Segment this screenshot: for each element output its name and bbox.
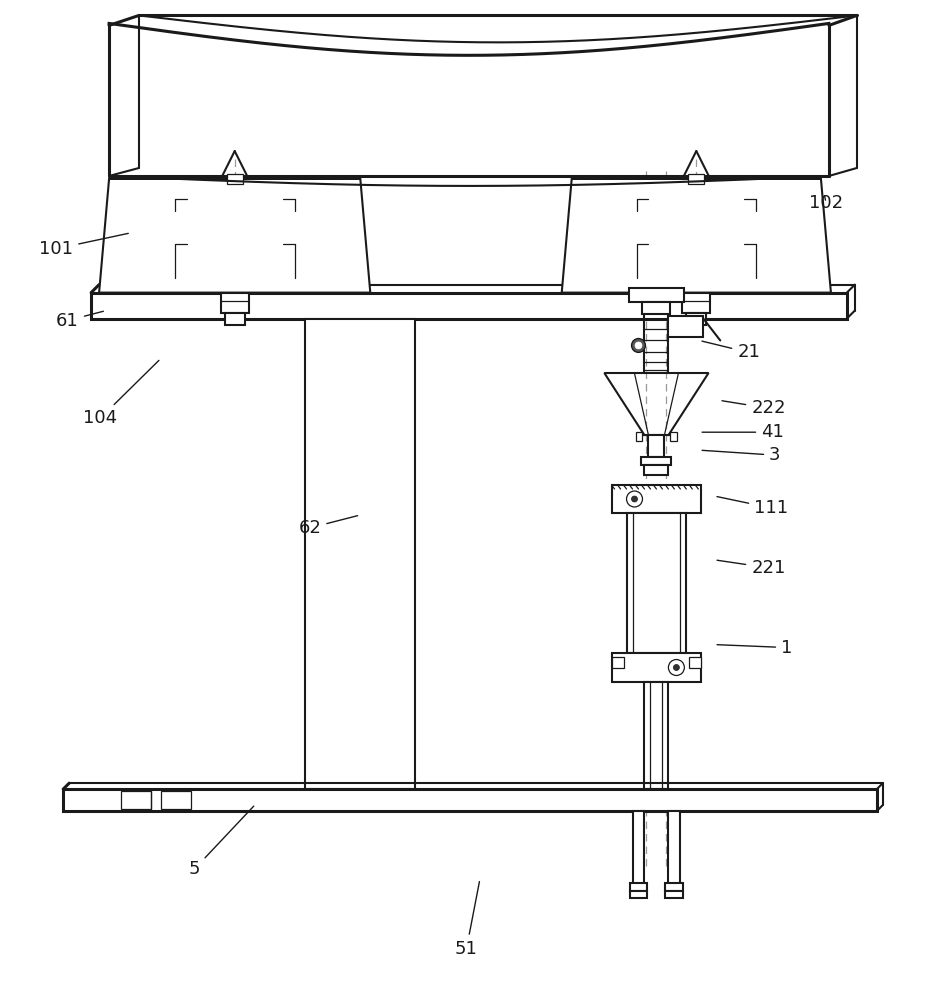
Bar [636, 432, 643, 441]
Bar [225, 313, 245, 325]
Bar [688, 174, 704, 184]
Bar [648, 435, 664, 457]
Bar [642, 457, 672, 465]
Bar [628, 288, 685, 302]
Text: 3: 3 [702, 446, 780, 464]
Text: 101: 101 [39, 233, 129, 258]
Bar [644, 465, 669, 475]
Bar [227, 174, 243, 184]
Circle shape [673, 665, 679, 670]
Bar [91, 293, 847, 319]
Text: 5: 5 [189, 806, 253, 878]
Bar [682, 293, 710, 313]
Bar [632, 811, 644, 891]
Polygon shape [99, 179, 371, 293]
Bar [629, 883, 647, 891]
Bar [669, 316, 704, 337]
Bar [612, 653, 702, 682]
Bar [643, 302, 671, 314]
Text: 102: 102 [809, 194, 843, 212]
Bar [671, 432, 677, 441]
Text: 221: 221 [717, 559, 785, 577]
Bar [121, 791, 151, 809]
Bar [612, 657, 624, 668]
Circle shape [631, 338, 645, 352]
Bar [306, 319, 416, 789]
Bar [63, 789, 877, 811]
Circle shape [669, 660, 685, 675]
Bar [629, 891, 647, 898]
Bar [612, 485, 702, 513]
Polygon shape [562, 179, 831, 293]
Bar [669, 811, 680, 891]
Bar [665, 891, 684, 898]
Circle shape [627, 491, 643, 507]
Text: 111: 111 [717, 497, 788, 517]
Text: 41: 41 [703, 423, 784, 441]
Circle shape [631, 496, 638, 502]
Bar [665, 883, 684, 891]
Text: 61: 61 [56, 311, 103, 330]
Bar [220, 293, 249, 313]
Bar [161, 791, 190, 809]
Bar [644, 682, 669, 789]
Text: 222: 222 [722, 399, 786, 417]
Circle shape [635, 342, 642, 349]
Text: 21: 21 [702, 341, 760, 361]
Bar [627, 513, 687, 653]
Text: 1: 1 [717, 639, 793, 657]
Text: 104: 104 [83, 360, 159, 427]
Bar [689, 657, 702, 668]
Bar [687, 313, 706, 325]
Text: 51: 51 [455, 882, 479, 958]
Text: 62: 62 [298, 516, 357, 537]
